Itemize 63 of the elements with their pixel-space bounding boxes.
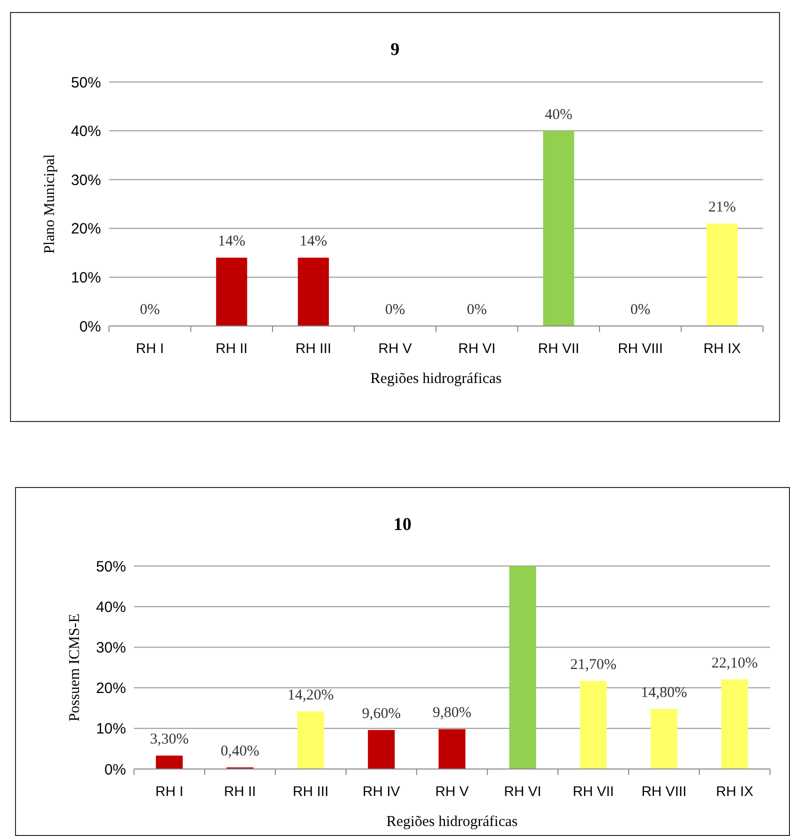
x-tick-label: RH III	[295, 340, 332, 356]
x-tick-label: RH IV	[362, 783, 401, 799]
x-tick-label: RH V	[435, 783, 470, 799]
data-label: 14,80%	[640, 684, 688, 701]
x-axis-title: Regiões hidrográficas	[386, 814, 518, 830]
y-tick-label: 0%	[104, 761, 126, 778]
data-label: 0%	[466, 302, 487, 318]
x-tick-label: RH I	[155, 783, 184, 799]
x-tick-label: RH VIII	[618, 340, 663, 356]
y-axis-title: Plano Municipal	[42, 154, 58, 254]
bar	[298, 258, 329, 326]
bar	[706, 224, 738, 326]
x-tick-label: RH VII	[538, 340, 580, 356]
y-tick-label: 10%	[96, 720, 126, 738]
x-tick-label: RH VI	[458, 340, 496, 356]
x-tick-label: RH I	[136, 340, 164, 356]
y-tick-label: 0%	[79, 318, 101, 336]
data-label: 21%	[708, 200, 736, 216]
bar	[156, 756, 183, 769]
x-tick-label: RH IX	[703, 340, 742, 356]
y-tick-label: 50%	[70, 74, 101, 92]
chart-title: 9	[390, 39, 400, 59]
y-tick-label: 40%	[96, 598, 126, 616]
data-label: 3,30%	[150, 732, 189, 748]
y-tick-label: 30%	[70, 172, 101, 189]
y-tick-label: 20%	[96, 680, 126, 698]
x-axis-title: Regiões hidrográficas	[370, 371, 502, 387]
bar	[543, 130, 574, 326]
y-tick-label: 20%	[70, 220, 101, 238]
bar	[721, 679, 748, 769]
bar	[438, 729, 466, 769]
x-tick-label: RH II	[224, 783, 256, 799]
data-label: 0,40%	[220, 743, 260, 760]
x-tick-label: RH IX	[716, 783, 754, 799]
data-label: 14%	[218, 234, 246, 250]
x-tick-label: RH III	[292, 783, 329, 799]
bar	[368, 730, 395, 769]
x-tick-label: RH VIII	[641, 783, 687, 799]
data-label: 40%	[544, 106, 572, 123]
x-tick-label: RH VI	[504, 783, 542, 799]
chart-title: 10	[394, 514, 412, 534]
data-label: 21,70%	[570, 656, 616, 673]
bar	[580, 680, 607, 769]
bar	[216, 258, 248, 326]
x-tick-label: RH VII	[572, 783, 614, 799]
y-tick-label: 10%	[70, 269, 101, 286]
y-tick-label: 40%	[70, 123, 101, 140]
y-tick-label: 30%	[96, 639, 126, 656]
y-tick-label: 50%	[96, 558, 126, 576]
bar	[509, 566, 536, 769]
data-label: 9,60%	[362, 706, 401, 722]
y-axis-title: Possuem ICMS-E	[67, 614, 83, 722]
data-label: 14,20%	[288, 687, 334, 704]
data-label: 22,10%	[712, 655, 758, 672]
data-label: 14%	[300, 234, 328, 250]
bar	[650, 708, 678, 769]
data-label: 0%	[385, 302, 406, 318]
data-label: 9,80%	[432, 705, 472, 722]
data-label: 0%	[140, 302, 160, 318]
x-tick-label: RH II	[216, 340, 248, 356]
bar	[297, 711, 324, 769]
data-label: 0%	[630, 302, 650, 318]
x-tick-label: RH V	[378, 340, 413, 356]
